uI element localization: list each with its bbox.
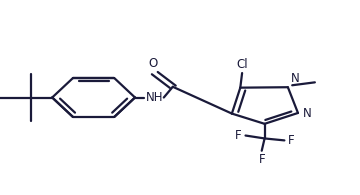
Text: N: N <box>303 107 312 120</box>
Text: F: F <box>288 134 294 147</box>
Text: NH: NH <box>146 91 164 104</box>
Text: O: O <box>148 57 157 70</box>
Text: F: F <box>235 129 241 142</box>
Text: F: F <box>258 153 265 166</box>
Text: Cl: Cl <box>236 58 248 71</box>
Text: N: N <box>291 72 300 85</box>
